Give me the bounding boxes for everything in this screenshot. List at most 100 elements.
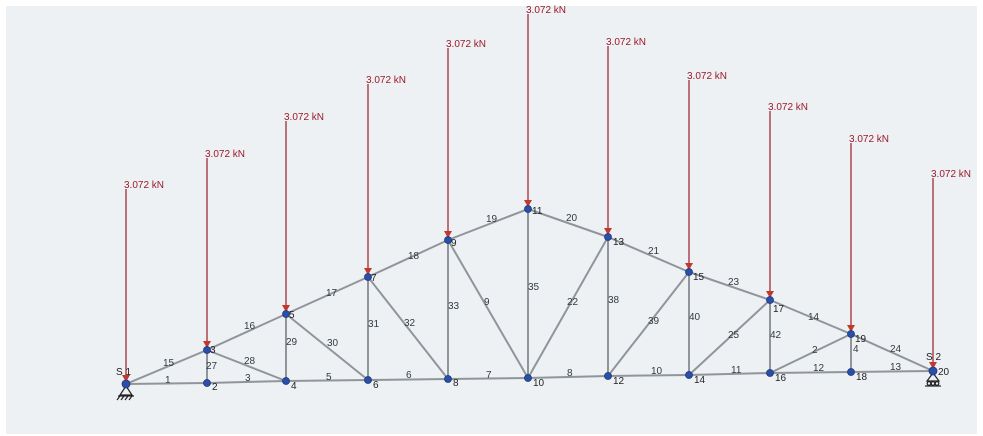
truss-member <box>447 208 529 241</box>
node-label: 5 <box>289 310 295 321</box>
truss-member <box>367 239 449 278</box>
member-label: 19 <box>486 214 498 225</box>
node-label: 3 <box>210 345 216 356</box>
roller-support-icon <box>925 372 941 382</box>
truss-member <box>527 236 609 379</box>
support-hatch <box>120 395 125 401</box>
node-marker <box>282 310 290 318</box>
supports-layer <box>116 372 941 401</box>
diagram-panel <box>6 6 977 434</box>
load-arrowhead <box>929 362 937 369</box>
node-marker <box>444 375 452 383</box>
truss-member <box>769 371 852 374</box>
load-label: 3.072 kN <box>768 102 808 113</box>
member-label: 33 <box>448 301 460 312</box>
load-arrowhead <box>604 228 612 235</box>
load-label: 3.072 kN <box>446 39 486 50</box>
support-hatch <box>124 395 129 401</box>
member-label: 7 <box>486 370 492 381</box>
node-label: 13 <box>613 237 625 248</box>
truss-member <box>769 333 852 374</box>
node-marker <box>364 273 372 281</box>
member-label: 15 <box>163 358 175 369</box>
load-arrowhead <box>524 200 532 207</box>
member-label: 13 <box>890 362 902 373</box>
node-label: 15 <box>693 272 705 283</box>
truss-member <box>607 236 690 273</box>
node-label: 14 <box>694 375 706 386</box>
member-label: 4 <box>853 344 859 355</box>
member-label: 29 <box>286 337 298 348</box>
load-arrowhead <box>282 305 290 312</box>
member-label: 23 <box>728 277 740 288</box>
member-label: 8 <box>567 368 573 379</box>
nodes-layer <box>121 205 938 389</box>
member-label: 18 <box>408 251 420 262</box>
truss-member <box>206 313 287 351</box>
member-label: 12 <box>813 363 825 374</box>
member-label: 39 <box>648 316 660 327</box>
node-marker <box>928 366 938 376</box>
member-label: 20 <box>566 213 578 224</box>
load-arrowhead <box>364 268 372 275</box>
load-label: 3.072 kN <box>205 149 245 160</box>
support-hatch <box>128 395 133 401</box>
node-label: 19 <box>855 334 867 345</box>
member-label: 24 <box>890 344 902 355</box>
node-marker <box>282 377 290 385</box>
member-label: 3 <box>245 373 251 384</box>
member-label: 6 <box>406 370 412 381</box>
truss-member <box>688 299 771 376</box>
load-label: 3.072 kN <box>849 134 889 145</box>
load-label: 3.072 kN <box>366 75 406 86</box>
node-label: 7 <box>371 273 377 284</box>
truss-member <box>125 349 208 385</box>
truss-member <box>285 379 369 382</box>
node-label: 20 <box>938 367 950 378</box>
node-marker <box>766 369 774 377</box>
node-marker <box>524 205 532 213</box>
node-label: 11 <box>532 206 543 217</box>
member-label: 40 <box>689 312 701 323</box>
support-label: S 1 <box>116 367 131 378</box>
node-marker <box>604 372 612 380</box>
member-label: 27 <box>206 361 218 372</box>
truss-member <box>688 372 771 376</box>
member-label: 42 <box>770 330 782 341</box>
members-layer <box>125 208 934 385</box>
node-label: 9 <box>451 238 457 249</box>
truss-member <box>607 374 690 377</box>
truss-member <box>447 377 529 380</box>
truss-member <box>688 271 771 301</box>
member-label: 16 <box>244 321 256 332</box>
member-label: 21 <box>648 246 660 257</box>
load-label: 3.072 kN <box>687 71 727 82</box>
load-label: 3.072 kN <box>606 37 646 48</box>
node-marker <box>524 374 532 382</box>
node-label: 4 <box>291 381 297 392</box>
truss-member <box>206 380 287 384</box>
load-arrowhead <box>444 231 452 238</box>
node-marker <box>203 346 211 354</box>
truss-member <box>206 349 287 382</box>
load-label: 3.072 kN <box>931 169 971 180</box>
member-label: 2 <box>812 345 818 356</box>
pin-support-icon <box>118 384 134 396</box>
node-label: 17 <box>773 304 785 315</box>
truss-member <box>285 313 369 381</box>
member-label: 5 <box>326 372 332 383</box>
node-marker <box>444 236 452 244</box>
truss-member <box>850 333 934 372</box>
truss-member <box>769 299 852 335</box>
truss-member <box>367 378 449 381</box>
member-label: 22 <box>567 297 579 308</box>
truss-member <box>850 370 934 373</box>
node-label: 10 <box>533 378 545 389</box>
load-arrowhead <box>847 325 855 332</box>
node-marker <box>685 268 693 276</box>
load-arrowhead <box>685 263 693 270</box>
node-marker <box>121 379 131 389</box>
node-label: 18 <box>856 372 868 383</box>
node-label: 2 <box>212 382 218 393</box>
